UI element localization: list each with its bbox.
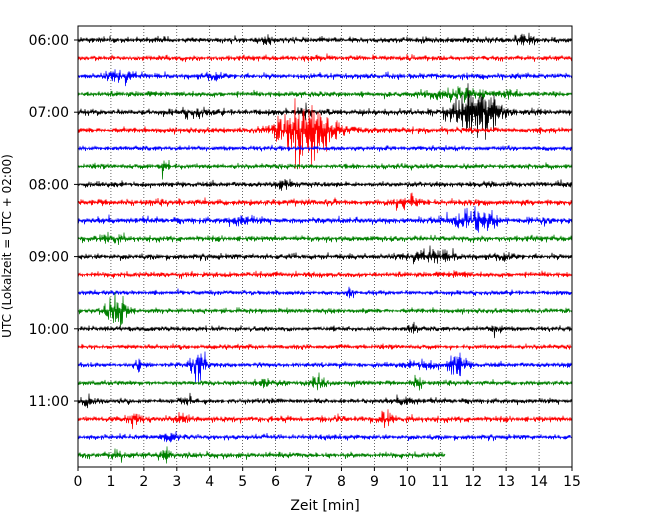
trace-0715 bbox=[77, 98, 573, 169]
trace-1045 bbox=[77, 372, 573, 391]
x-tick-label-13: 13 bbox=[497, 474, 515, 490]
trace-1000 bbox=[77, 321, 573, 339]
y-axis-ticks: 06:00 07:00 08:00 09:00 10:00 11:00 bbox=[29, 33, 78, 410]
y-tick-label-0600: 06:00 bbox=[29, 33, 69, 49]
trace-0645 bbox=[77, 86, 573, 103]
trace-1145 bbox=[77, 446, 446, 464]
y-axis-label: UTC (Lokalzeit = UTC + 02:00) bbox=[0, 154, 14, 338]
x-tick-label-2: 2 bbox=[139, 474, 148, 490]
x-tick-label-8: 8 bbox=[337, 474, 346, 490]
trace-0815 bbox=[77, 192, 573, 211]
trace-0730 bbox=[77, 144, 573, 152]
trace-1115 bbox=[77, 409, 573, 430]
trace-0915 bbox=[77, 270, 573, 280]
trace-0900 bbox=[77, 245, 573, 265]
x-tick-label-12: 12 bbox=[464, 474, 482, 490]
y-tick-label-1000: 10:00 bbox=[29, 322, 69, 338]
x-tick-label-15: 15 bbox=[563, 474, 581, 490]
x-tick-label-1: 1 bbox=[106, 474, 115, 490]
x-tick-label-3: 3 bbox=[172, 474, 181, 490]
trace-1130 bbox=[77, 431, 573, 443]
trace-0700 bbox=[77, 83, 573, 140]
x-tick-label-11: 11 bbox=[431, 474, 449, 490]
y-tick-label-1100: 11:00 bbox=[29, 394, 69, 410]
x-tick-label-4: 4 bbox=[205, 474, 214, 490]
y-tick-label-0900: 09:00 bbox=[29, 250, 69, 266]
x-tick-label-9: 9 bbox=[370, 474, 379, 490]
plot-frame bbox=[77, 25, 573, 468]
trace-0615 bbox=[77, 53, 573, 63]
trace-0630 bbox=[77, 69, 573, 87]
y-tick-label-0700: 07:00 bbox=[29, 105, 69, 121]
y-tick-label-0800: 08:00 bbox=[29, 177, 69, 193]
trace-0800 bbox=[77, 178, 573, 191]
trace-0745 bbox=[77, 159, 573, 180]
trace-0945 bbox=[77, 291, 573, 327]
x-tick-label-6: 6 bbox=[271, 474, 280, 490]
x-tick-label-0: 0 bbox=[74, 474, 83, 490]
trace-0845 bbox=[77, 231, 573, 245]
trace-0830 bbox=[77, 206, 573, 233]
trace-1015 bbox=[77, 343, 573, 351]
trace-1100 bbox=[77, 392, 573, 409]
x-tick-label-14: 14 bbox=[530, 474, 548, 490]
x-axis-ticks: 0 1 2 3 4 5 6 7 8 9 10 11 12 13 14 15 bbox=[74, 467, 581, 490]
x-tick-label-7: 7 bbox=[304, 474, 313, 490]
trace-1030 bbox=[77, 351, 573, 384]
trace-0930 bbox=[77, 286, 573, 299]
trace-0600 bbox=[77, 32, 573, 46]
x-axis-label: Zeit [min] bbox=[290, 498, 359, 514]
seismic-traces bbox=[77, 32, 573, 464]
x-tick-label-5: 5 bbox=[238, 474, 247, 490]
x-tick-label-10: 10 bbox=[398, 474, 416, 490]
